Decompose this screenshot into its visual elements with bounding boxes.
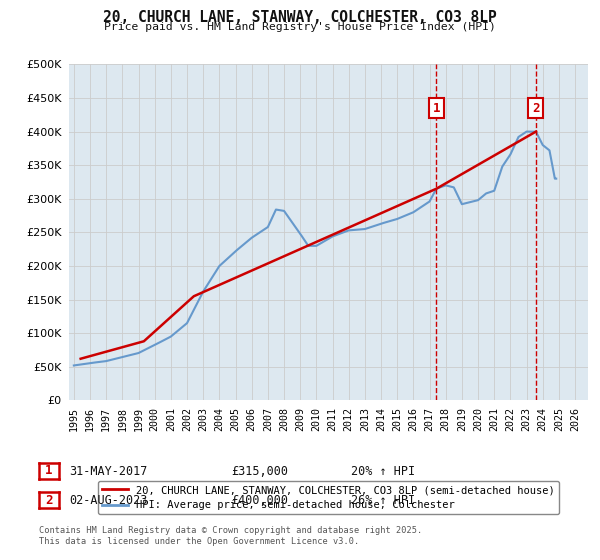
Text: 26% ↑ HPI: 26% ↑ HPI	[351, 494, 415, 507]
Text: 20, CHURCH LANE, STANWAY, COLCHESTER, CO3 8LP: 20, CHURCH LANE, STANWAY, COLCHESTER, CO…	[103, 10, 497, 25]
Text: Price paid vs. HM Land Registry's House Price Index (HPI): Price paid vs. HM Land Registry's House …	[104, 22, 496, 32]
Text: 2: 2	[45, 493, 53, 507]
Text: £400,000: £400,000	[231, 494, 288, 507]
Text: 31-MAY-2017: 31-MAY-2017	[69, 465, 148, 478]
Text: £315,000: £315,000	[231, 465, 288, 478]
Legend: 20, CHURCH LANE, STANWAY, COLCHESTER, CO3 8LP (semi-detached house), HPI: Averag: 20, CHURCH LANE, STANWAY, COLCHESTER, CO…	[98, 481, 559, 515]
Text: 20% ↑ HPI: 20% ↑ HPI	[351, 465, 415, 478]
Text: 1: 1	[433, 101, 440, 115]
Text: 1: 1	[45, 464, 53, 478]
Text: Contains HM Land Registry data © Crown copyright and database right 2025.
This d: Contains HM Land Registry data © Crown c…	[39, 526, 422, 546]
Text: 2: 2	[532, 101, 539, 115]
Text: 02-AUG-2023: 02-AUG-2023	[69, 494, 148, 507]
